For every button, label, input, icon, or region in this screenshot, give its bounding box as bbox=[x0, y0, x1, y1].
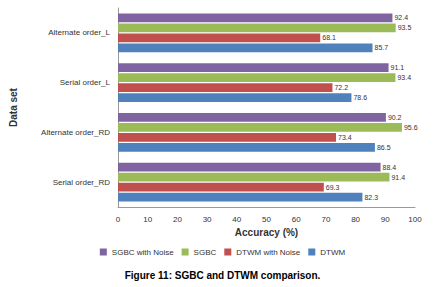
svg-text:91.4: 91.4 bbox=[391, 174, 405, 181]
svg-text:60: 60 bbox=[292, 215, 301, 224]
svg-text:30: 30 bbox=[203, 215, 212, 224]
svg-text:10: 10 bbox=[143, 215, 152, 224]
svg-text:50: 50 bbox=[262, 215, 271, 224]
svg-text:Serial order_RD: Serial order_RD bbox=[53, 178, 111, 187]
svg-text:SGBC with Noise: SGBC with Noise bbox=[112, 248, 174, 257]
svg-text:93.5: 93.5 bbox=[398, 24, 412, 31]
svg-text:Alternate order_RD: Alternate order_RD bbox=[41, 128, 110, 137]
svg-text:DTWM: DTWM bbox=[320, 248, 345, 257]
svg-text:82.3: 82.3 bbox=[364, 194, 378, 201]
svg-text:Data set: Data set bbox=[8, 87, 19, 127]
svg-text:69.3: 69.3 bbox=[326, 184, 340, 191]
svg-text:73.4: 73.4 bbox=[338, 134, 352, 141]
svg-text:40: 40 bbox=[232, 215, 241, 224]
svg-text:80: 80 bbox=[351, 215, 360, 224]
svg-text:85.7: 85.7 bbox=[375, 44, 389, 51]
svg-text:20: 20 bbox=[173, 215, 182, 224]
svg-text:78.6: 78.6 bbox=[353, 94, 367, 101]
svg-text:0: 0 bbox=[116, 215, 121, 224]
svg-text:95.6: 95.6 bbox=[404, 124, 418, 131]
svg-text:92.4: 92.4 bbox=[394, 14, 408, 21]
svg-text:72.2: 72.2 bbox=[334, 84, 348, 91]
svg-text:68.1: 68.1 bbox=[322, 34, 336, 41]
svg-text:Accuracy (%): Accuracy (%) bbox=[235, 227, 298, 238]
svg-text:SGBC: SGBC bbox=[194, 248, 217, 257]
svg-text:91.1: 91.1 bbox=[391, 64, 405, 71]
svg-text:Serial order_L: Serial order_L bbox=[60, 78, 111, 87]
svg-text:DTWM with Noise: DTWM with Noise bbox=[236, 248, 301, 257]
svg-text:90.2: 90.2 bbox=[388, 114, 402, 121]
svg-text:70: 70 bbox=[321, 215, 330, 224]
svg-text:Alternate order_L: Alternate order_L bbox=[48, 28, 110, 37]
svg-text:93.4: 93.4 bbox=[397, 74, 411, 81]
svg-text:90: 90 bbox=[381, 215, 390, 224]
svg-text:100: 100 bbox=[408, 215, 422, 224]
svg-text:88.4: 88.4 bbox=[383, 164, 397, 171]
svg-text:86.5: 86.5 bbox=[377, 144, 391, 151]
svg-text:Figure 11: SGBC and DTWM compa: Figure 11: SGBC and DTWM comparison. bbox=[125, 270, 321, 281]
